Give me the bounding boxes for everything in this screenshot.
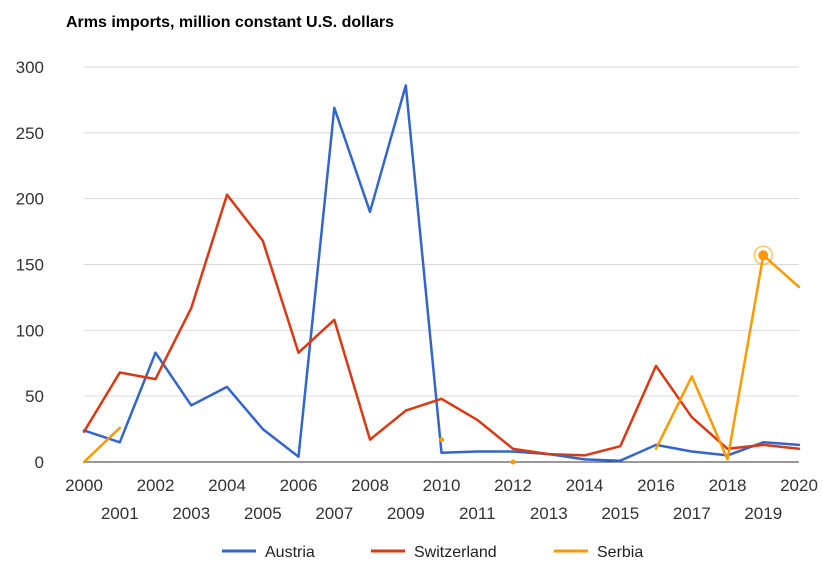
legend-item-austria[interactable]: Austria [222,544,315,561]
x-tick-label: 2009 [387,504,425,523]
x-axis-ticks: 2000 2001 2002 2003 2004 2005 2006 2007 2008 2009… [65,476,818,523]
x-tick-label: 2019 [744,504,782,523]
legend: Austria Switzerland Serbia [222,544,643,561]
series-line-austria [82,84,801,462]
highlight-marker [753,245,773,266]
series-line-serbia [82,426,122,464]
x-tick-label: 2001 [101,504,139,523]
x-tick-label: 2011 [459,504,496,523]
highlight-ring [753,245,773,266]
series-line-serbia [654,254,801,461]
x-tick-label: 2015 [601,504,639,523]
x-tick-label: 2002 [137,476,175,495]
y-tick-label: 150 [16,256,44,275]
x-tick-label: 2017 [673,504,711,523]
x-tick-label: 2005 [244,504,282,523]
x-tick-label: 2008 [351,476,389,495]
y-tick-label: 100 [16,321,44,340]
x-tick-label: 2013 [530,504,568,523]
x-tick-label: 2012 [494,476,532,495]
x-tick-label: 2006 [280,476,318,495]
x-tick-label: 2010 [423,476,461,495]
y-tick-label: 200 [16,190,44,209]
legend-item-serbia[interactable]: Serbia [554,544,643,561]
x-tick-label: 2020 [780,476,818,495]
y-axis-ticks: 0 50 100 150 200 250 300 [16,58,44,472]
x-tick-label: 2018 [709,476,747,495]
legend-label: Serbia [597,544,643,561]
x-tick-label: 2016 [637,476,675,495]
x-tick-label: 2007 [315,504,353,523]
x-tick-label: 2000 [65,476,103,495]
x-tick-label: 2004 [208,476,246,495]
y-tick-label: 0 [35,453,44,472]
chart-title: Arms imports, million constant U.S. doll… [66,14,394,31]
series-point-serbia [510,459,516,465]
y-tick-label: 50 [25,387,44,406]
legend-item-switzerland[interactable]: Switzerland [371,544,497,561]
y-tick-label: 250 [16,124,44,143]
legend-label: Austria [265,544,315,561]
x-tick-label: 2003 [172,504,210,523]
series-line-switzerland [82,193,801,457]
grid [84,66,799,463]
highlight-point[interactable] [758,250,769,261]
x-tick-label: 2014 [566,476,604,495]
series-lines [82,84,801,465]
series-point-serbia [439,437,444,443]
legend-label: Switzerland [414,544,497,561]
y-tick-label: 300 [16,58,44,77]
